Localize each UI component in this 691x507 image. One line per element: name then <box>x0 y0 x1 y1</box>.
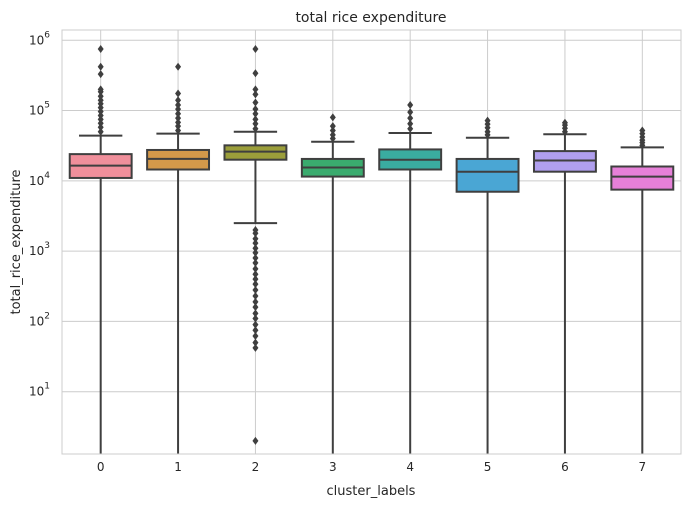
outlier-point <box>252 270 259 279</box>
x-tick-labels: 0 1 2 3 4 5 6 7 <box>97 460 646 474</box>
outlier-point <box>639 126 646 135</box>
box-group-4 <box>378 100 443 454</box>
box-group-2 <box>223 45 288 445</box>
outlier-point <box>97 62 104 71</box>
y-axis-label: total_rice_expenditure <box>9 169 24 314</box>
outlier-point <box>252 343 259 352</box>
outlier-point <box>252 239 259 248</box>
x-tick-label: 0 <box>97 460 105 474</box>
y-tick-labels: 101 102 103 104 105 106 <box>29 30 50 398</box>
outlier-point <box>252 115 259 124</box>
outlier-point <box>252 98 259 107</box>
x-tick-label: 5 <box>484 460 492 474</box>
outlier-point <box>175 109 182 118</box>
outlier-point <box>329 126 336 135</box>
outlier-point <box>175 62 182 71</box>
outlier-point <box>252 124 259 133</box>
outlier-point <box>175 114 182 123</box>
outlier-point <box>252 45 259 54</box>
outlier-point <box>252 320 259 329</box>
outlier-point <box>252 248 259 257</box>
outlier-point <box>561 118 568 127</box>
box-group-7 <box>610 126 675 454</box>
outlier-point <box>252 253 259 262</box>
outlier-point <box>252 229 259 238</box>
outlier-point <box>252 303 259 312</box>
outlier-point <box>252 314 259 323</box>
outlier-point <box>252 436 259 445</box>
outlier-point <box>252 264 259 273</box>
outlier-point <box>252 244 259 253</box>
x-axis-label: cluster_labels <box>327 484 416 499</box>
outlier-point <box>175 118 182 127</box>
outlier-point <box>329 122 336 131</box>
outlier-point <box>252 69 259 78</box>
outlier-point <box>252 338 259 347</box>
y-tick-label: 106 <box>29 30 50 47</box>
y-tick-label: 105 <box>29 101 50 118</box>
outlier-point <box>252 309 259 318</box>
outlier-point <box>97 111 104 120</box>
outlier-point <box>252 297 259 306</box>
outlier-point <box>252 292 259 301</box>
outlier-point <box>97 85 104 94</box>
plot-area <box>62 30 681 454</box>
outlier-point <box>252 234 259 243</box>
box-group-3 <box>300 113 365 454</box>
outlier-point <box>175 105 182 114</box>
outlier-point <box>97 127 104 136</box>
y-tick-label: 101 <box>29 382 50 399</box>
y-tick-label: 103 <box>29 241 50 258</box>
outlier-point <box>97 96 104 105</box>
outlier-point <box>484 116 491 125</box>
box-layer <box>68 45 675 454</box>
outlier-point <box>252 109 259 118</box>
box-iqr <box>455 157 520 193</box>
outlier-point <box>252 285 259 294</box>
outlier-point <box>407 108 414 117</box>
outlier-point <box>329 130 336 139</box>
x-tick-label: 3 <box>329 460 337 474</box>
outlier-point <box>175 96 182 105</box>
outlier-point <box>252 119 259 128</box>
outlier-point <box>97 92 104 101</box>
outlier-point <box>97 70 104 79</box>
x-tick-label: 2 <box>252 460 260 474</box>
outlier-point <box>252 258 259 267</box>
outlier-point <box>252 105 259 114</box>
outlier-point <box>252 280 259 289</box>
box-group-1 <box>146 62 211 454</box>
outlier-point <box>407 119 414 128</box>
outlier-point <box>407 100 414 109</box>
outlier-point <box>252 326 259 335</box>
box-iqr <box>610 165 675 191</box>
outlier-point <box>175 100 182 109</box>
plot-frame <box>61 29 682 455</box>
outlier-point <box>252 90 259 99</box>
outlier-point <box>252 332 259 341</box>
x-tick-label: 1 <box>174 460 182 474</box>
outlier-point <box>252 85 259 94</box>
x-tick-label: 7 <box>638 460 646 474</box>
y-tick-label: 102 <box>29 311 50 328</box>
box-group-5 <box>455 116 520 454</box>
chart-title: total rice expenditure <box>295 10 446 26</box>
y-tick-label: 104 <box>29 171 50 188</box>
x-tick-label: 4 <box>406 460 414 474</box>
outlier-point <box>252 275 259 284</box>
outlier-point <box>329 113 336 122</box>
x-tick-label: 6 <box>561 460 569 474</box>
outlier-point <box>97 45 104 54</box>
outlier-point <box>407 124 414 133</box>
outlier-point <box>175 89 182 98</box>
outlier-point <box>407 114 414 123</box>
box-group-0 <box>68 45 133 454</box>
outlier-point <box>175 126 182 135</box>
box-group-6 <box>532 118 597 454</box>
